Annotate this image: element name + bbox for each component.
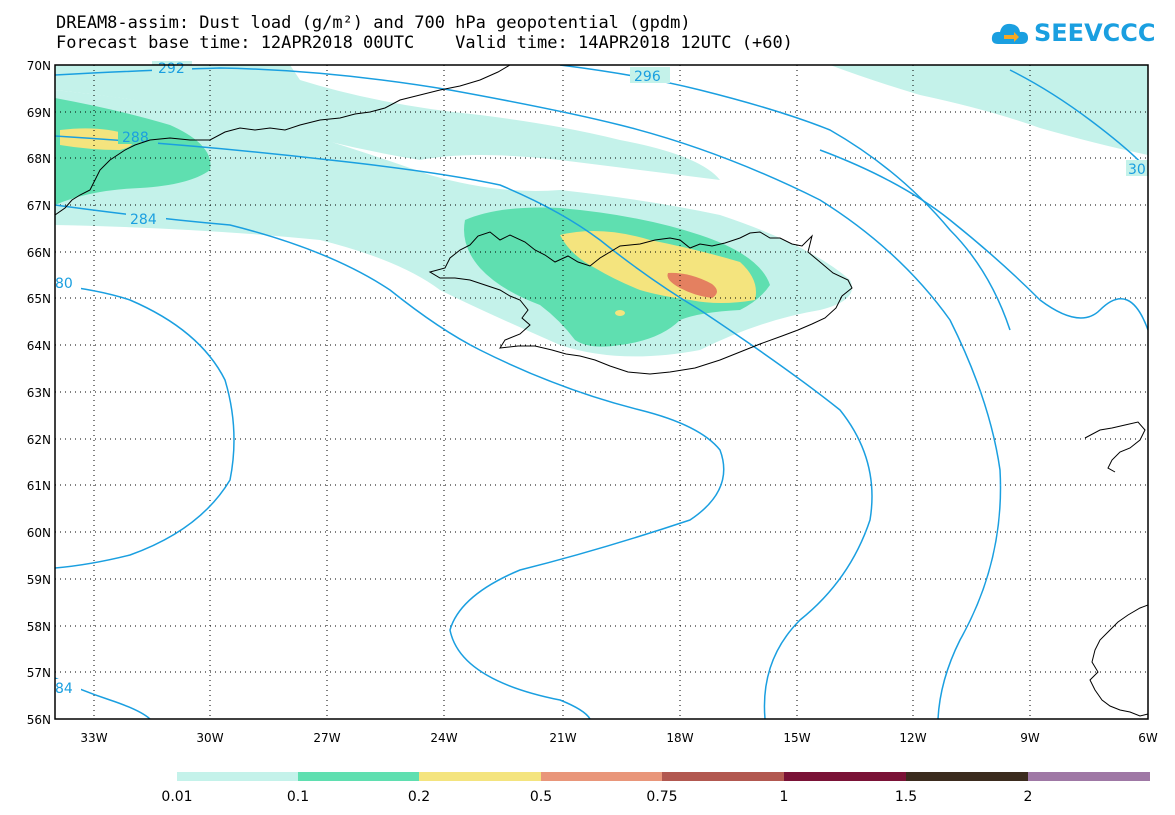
colorbar-label: 1: [780, 789, 789, 805]
map-frame: [54, 64, 1149, 720]
lat-label: 68N: [27, 152, 51, 166]
dust-area-medium-spot: [615, 310, 625, 316]
contour-288: [55, 135, 873, 719]
map-gridlines: [55, 65, 1148, 719]
lat-label: 66N: [27, 246, 51, 260]
lat-label: 59N: [27, 573, 51, 587]
lat-label: 64N: [27, 339, 51, 353]
lat-label: 63N: [27, 386, 51, 400]
colorbar-swatch: [906, 772, 1028, 781]
colorbar-label: 0.5: [530, 789, 552, 805]
latitude-labels: 70N 69N 68N 67N 66N 65N 64N 63N 62N 61N …: [27, 59, 51, 727]
colorbar-swatch: [662, 772, 784, 781]
lat-label: 65N: [27, 292, 51, 306]
colorbar-swatch: [541, 772, 662, 781]
contour-292: [55, 67, 1002, 719]
contour-label-300: 30: [1128, 162, 1146, 178]
lon-label: 9W: [1020, 731, 1040, 745]
faroe-shetland-coast: [1084, 421, 1146, 473]
scotland-coast: [1089, 604, 1148, 717]
lon-label: 24W: [430, 731, 457, 745]
colorbar-label: 1.5: [895, 789, 917, 805]
colorbar-label: 0.01: [161, 789, 192, 805]
colorbar: 0.01 0.1 0.2 0.5 0.75 1 1.5 2: [161, 772, 1150, 805]
contour-label-292: 292: [158, 61, 185, 77]
lon-label: 12W: [899, 731, 926, 745]
dust-area-light-west: [55, 98, 211, 205]
contour-280: [55, 284, 235, 569]
lat-label: 69N: [27, 106, 51, 120]
lat-label: 61N: [27, 479, 51, 493]
colorbar-label: 0.2: [408, 789, 430, 805]
contour-label-284: 284: [130, 212, 157, 228]
lon-label: 27W: [313, 731, 340, 745]
lon-label: 21W: [549, 731, 576, 745]
map-title: DREAM8-assim: Dust load (g/m²) and 700 h…: [56, 13, 691, 33]
colorbar-swatch: [784, 772, 906, 781]
seevccc-logo: SEEVCCC: [990, 18, 1156, 48]
colorbar-swatch: [1028, 772, 1150, 781]
lon-label: 18W: [666, 731, 693, 745]
coastlines: [55, 65, 1148, 717]
contour-label-280: 80: [55, 276, 73, 292]
lon-label: 15W: [783, 731, 810, 745]
greenland-coast: [55, 65, 511, 216]
contour-label-296: 296: [634, 69, 661, 85]
lat-label: 56N: [27, 713, 51, 727]
dust-area-faint-north: [55, 65, 720, 180]
map-subtitle: Forecast base time: 12APR2018 00UTC Vali…: [56, 33, 793, 53]
lat-label: 70N: [27, 59, 51, 73]
contour-label-288: 288: [122, 130, 149, 146]
dust-area-high-iceland: [667, 272, 717, 298]
iceland-coast: [428, 231, 853, 375]
lon-label: 30W: [196, 731, 223, 745]
contour-296b: [819, 149, 1148, 331]
contour-label-284b: 84: [55, 681, 73, 697]
colorbar-label: 2: [1024, 789, 1033, 805]
colorbar-label: 0.75: [646, 789, 677, 805]
longitude-labels: 33W 30W 27W 24W 21W 18W 15W 12W 9W 6W: [80, 731, 1157, 745]
lat-label: 62N: [27, 433, 51, 447]
colorbar-label: 0.1: [287, 789, 309, 805]
contour-300: [1009, 69, 1148, 171]
lat-label: 57N: [27, 666, 51, 680]
lat-label: 58N: [27, 620, 51, 634]
lat-label: 60N: [27, 526, 51, 540]
lon-label: 33W: [80, 731, 107, 745]
colorbar-swatch: [419, 772, 541, 781]
lat-label: 67N: [27, 199, 51, 213]
cloud-logo-icon: [991, 23, 1028, 44]
colorbar-swatch: [177, 772, 298, 781]
lon-label: 6W: [1138, 731, 1158, 745]
dust-load-field: [55, 65, 1148, 357]
contour-284: [55, 204, 725, 719]
logo-text: SEEVCCC: [1034, 19, 1156, 47]
dust-area-faint-northeast: [830, 65, 1148, 155]
colorbar-swatch: [298, 772, 419, 781]
